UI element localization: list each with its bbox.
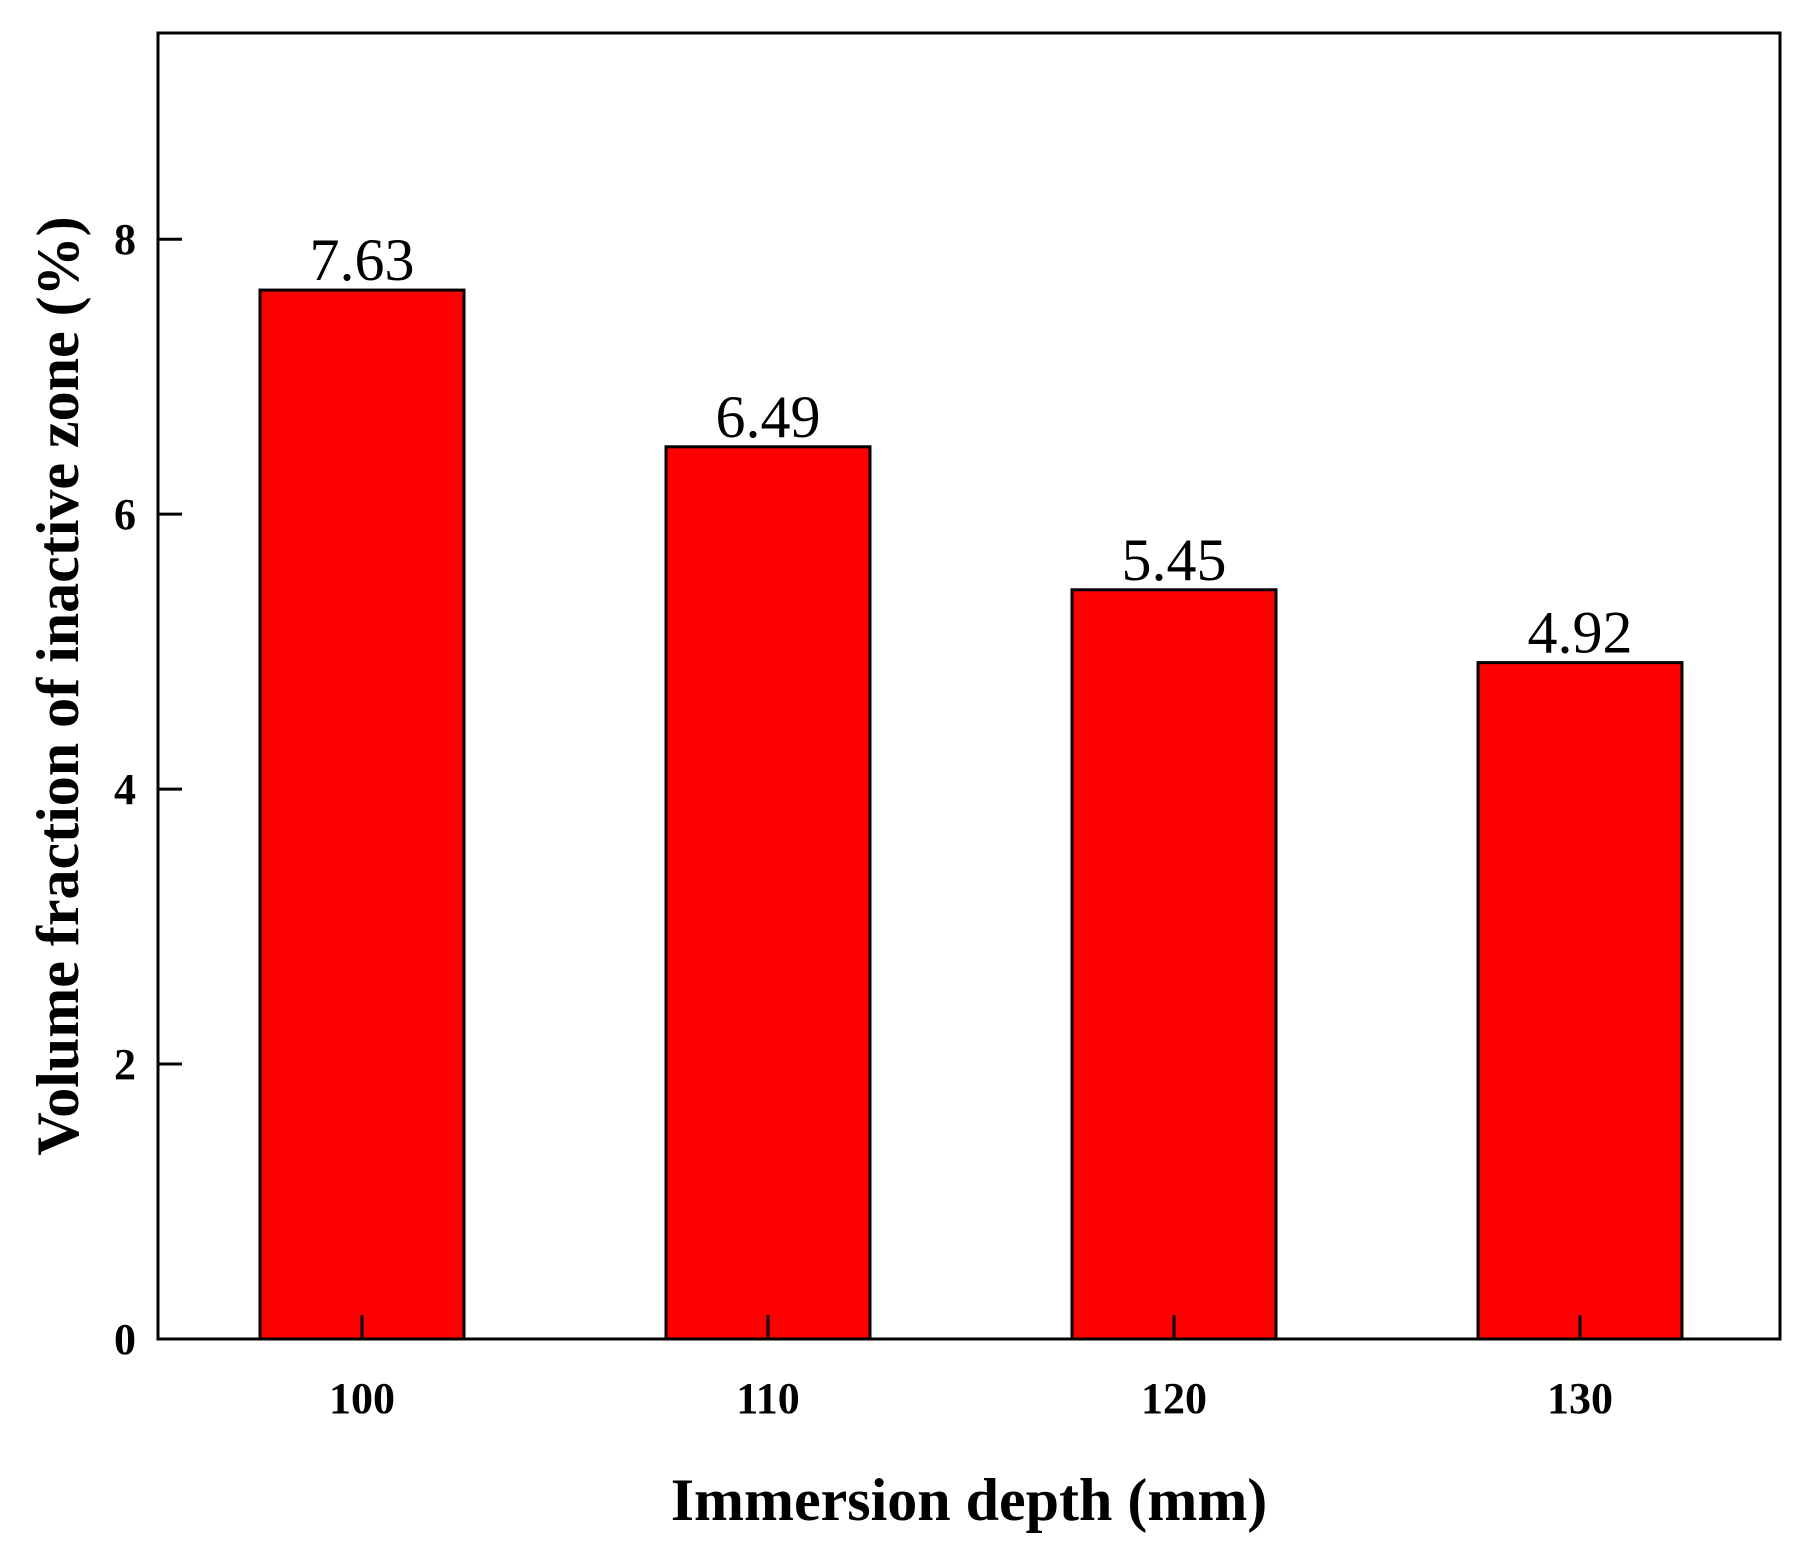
y-tick-label: 0 (114, 1315, 136, 1364)
data-label-110: 6.49 (716, 384, 821, 450)
plot-frame (156, 31, 1782, 1341)
y-tick-label: 6 (114, 490, 136, 539)
y-tick-label: 2 (114, 1040, 136, 1089)
x-tick-label: 110 (736, 1374, 800, 1423)
data-label-100: 7.63 (310, 227, 415, 293)
bar-100 (258, 288, 466, 1341)
bar-130 (1476, 661, 1684, 1341)
x-tick-label: 130 (1547, 1374, 1613, 1423)
bars-layer (258, 288, 1684, 1341)
x-tick-label: 100 (329, 1374, 395, 1423)
y-axis-title: Volume fraction of inactive zone (%) (25, 216, 91, 1155)
bar-120 (1070, 588, 1278, 1341)
y-tick-label: 4 (114, 765, 136, 814)
data-label-130: 4.92 (1528, 600, 1633, 666)
data-label-120: 5.45 (1122, 527, 1227, 593)
x-axis-title: Immersion depth (mm) (671, 1467, 1268, 1533)
labels-layer: 7.63 100 6.49 110 5.45 120 4.92 130 0 2 4 6 8 (114, 215, 1633, 1423)
x-tick-label: 120 (1141, 1374, 1207, 1423)
y-tick-label: 8 (114, 215, 136, 264)
bar-110 (664, 445, 872, 1341)
